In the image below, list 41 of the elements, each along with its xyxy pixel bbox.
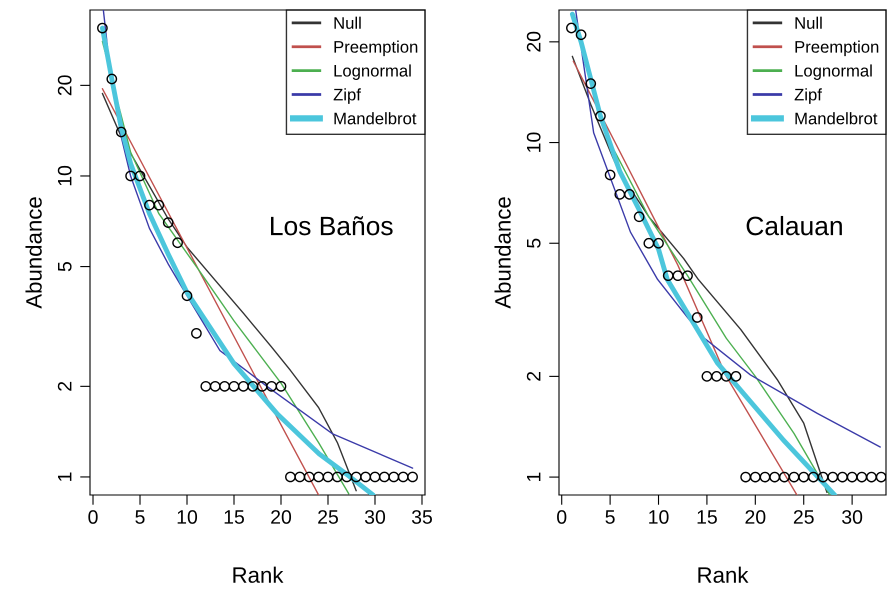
x-tick-label: 25 — [794, 510, 814, 524]
legend-label: Null — [334, 16, 361, 29]
y-tick-label: 2 — [526, 372, 540, 381]
y-tick-label: 10 — [526, 132, 541, 152]
x-tick-label: 25 — [318, 510, 338, 524]
legend-label: Lognormal — [795, 64, 872, 80]
x-axis-title: Rank — [233, 566, 284, 583]
x-tick-label: 15 — [224, 510, 244, 524]
y-tick-label: 5 — [527, 238, 541, 248]
x-tick-label: 20 — [271, 510, 292, 524]
legend-label: Mandelbrot — [334, 112, 416, 124]
legend-label: Preemption — [334, 40, 418, 56]
legend-label: Null — [795, 16, 822, 29]
x-tick-label: 30 — [364, 510, 386, 524]
x-tick-label: 0 — [88, 510, 98, 524]
x-tick-label: 0 — [557, 510, 566, 524]
y-tick-label: 10 — [58, 166, 72, 186]
legend-label: Preemption — [795, 40, 878, 56]
y-tick-label: 2 — [58, 382, 72, 391]
legend-label: Zipf — [794, 88, 822, 104]
legend-label: Lognormal — [334, 64, 411, 80]
x-tick-label: 15 — [698, 510, 717, 524]
x-tick-label: 20 — [745, 510, 766, 524]
y-tick-label: 5 — [58, 262, 72, 272]
x-tick-label: 30 — [842, 510, 862, 524]
y-tick-label: 20 — [526, 32, 541, 52]
y-axis-title: Abundance — [494, 197, 511, 309]
y-tick-label: 1 — [527, 472, 540, 482]
y-tick-label: 20 — [58, 75, 72, 96]
x-tick-label: 10 — [178, 510, 198, 524]
x-tick-label: 5 — [135, 510, 145, 524]
x-tick-label: 5 — [605, 510, 615, 524]
x-tick-label: 10 — [649, 510, 669, 524]
x-axis-title: Rank — [698, 566, 748, 583]
legend-label: Mandelbrot — [795, 112, 878, 124]
legend-label: Zipf — [334, 88, 361, 104]
y-axis-title: Abundance — [25, 197, 42, 309]
annotation: Calauan — [746, 216, 842, 236]
annotation: Los Baños — [271, 216, 393, 236]
x-tick-label: 35 — [412, 510, 432, 524]
y-tick-label: 1 — [58, 472, 72, 481]
